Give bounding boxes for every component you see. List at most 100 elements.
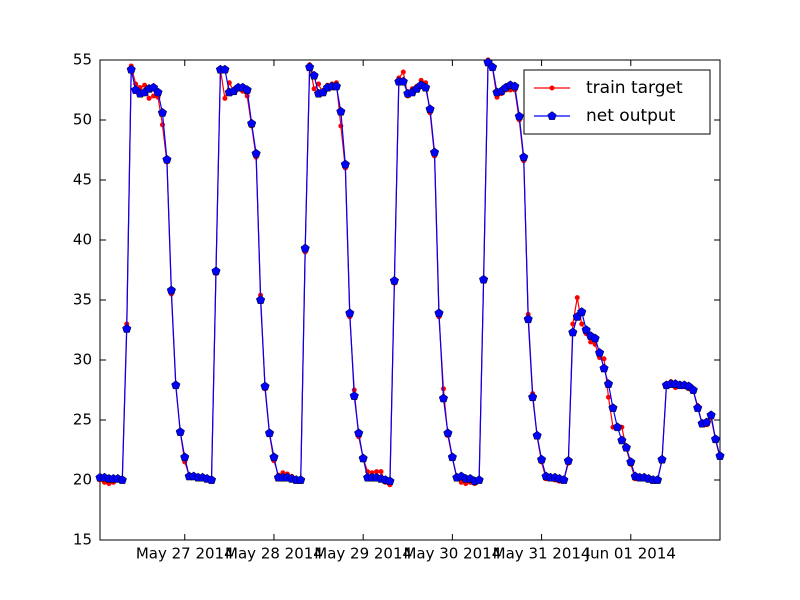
point [354, 428, 364, 438]
point [710, 434, 721, 444]
point [581, 325, 591, 334]
point [247, 118, 257, 128]
point [126, 64, 136, 74]
point [702, 417, 712, 427]
point [574, 295, 580, 301]
point [514, 111, 524, 121]
point [605, 394, 611, 400]
point [311, 86, 317, 92]
point [617, 435, 627, 445]
point [688, 385, 698, 394]
point [510, 81, 520, 91]
y-tick-label: 45 [73, 171, 92, 189]
point [166, 285, 176, 295]
point [434, 308, 444, 318]
point [345, 308, 355, 318]
point [612, 422, 622, 432]
point [601, 356, 607, 362]
y-tick-label: 35 [73, 291, 92, 309]
legend: train target net output [523, 69, 711, 135]
point [269, 452, 279, 462]
y-tick-label: 25 [73, 411, 92, 429]
y-tick-label: 50 [73, 111, 92, 129]
point [331, 81, 341, 91]
point [626, 457, 636, 466]
point [153, 87, 163, 97]
point [579, 321, 585, 327]
point [296, 475, 306, 484]
x-tick-label: May 30 2014 [403, 545, 501, 563]
series [95, 57, 725, 486]
point [260, 381, 270, 391]
point [398, 76, 408, 86]
point [222, 95, 228, 101]
point [117, 475, 127, 484]
point [309, 70, 319, 80]
point [474, 475, 484, 484]
point [652, 475, 663, 484]
point [251, 148, 261, 158]
point [349, 391, 359, 400]
point [175, 427, 185, 436]
point [340, 159, 350, 169]
point [608, 403, 618, 412]
point [532, 430, 542, 440]
legend-box [523, 69, 711, 135]
point [264, 428, 275, 438]
point [142, 82, 148, 88]
point [305, 62, 315, 72]
point [577, 307, 587, 316]
point [358, 453, 368, 463]
point [706, 410, 716, 420]
point [563, 455, 573, 465]
point [438, 393, 449, 403]
y-tick-label: 20 [73, 471, 92, 489]
point [568, 327, 578, 337]
point [421, 82, 431, 92]
point [528, 392, 538, 402]
point [180, 452, 190, 462]
point [385, 476, 395, 486]
point [211, 266, 221, 276]
point [447, 452, 457, 462]
point [479, 274, 489, 284]
point [242, 85, 252, 94]
point [146, 95, 152, 101]
point [603, 379, 614, 388]
legend-label: net output [586, 106, 676, 126]
point [256, 295, 266, 304]
legend-marker [547, 111, 557, 120]
point [157, 107, 168, 117]
x-tick-label: May 28 2014 [225, 545, 323, 563]
point [590, 333, 600, 343]
y-tick-label: 15 [73, 531, 92, 549]
y-tick-label: 55 [73, 51, 92, 69]
legend-label: train target [586, 78, 683, 98]
point [389, 275, 399, 285]
point [657, 454, 667, 464]
y-tick-label: 40 [73, 231, 92, 249]
point [336, 106, 346, 116]
point [621, 442, 631, 452]
point [316, 81, 322, 87]
point [537, 454, 547, 464]
point [206, 475, 217, 484]
y-tick-label: 30 [73, 351, 92, 369]
point [559, 475, 569, 484]
point [487, 62, 498, 72]
point [715, 451, 725, 460]
point [599, 363, 609, 373]
point [378, 469, 384, 475]
point [400, 69, 406, 75]
point [594, 347, 605, 357]
point [220, 64, 230, 74]
point [443, 428, 453, 438]
point [519, 152, 529, 162]
point [523, 314, 533, 324]
x-tick-label: May 27 2014 [136, 545, 234, 563]
point [429, 147, 440, 157]
point [425, 104, 435, 114]
point [122, 323, 132, 333]
point [300, 243, 310, 253]
